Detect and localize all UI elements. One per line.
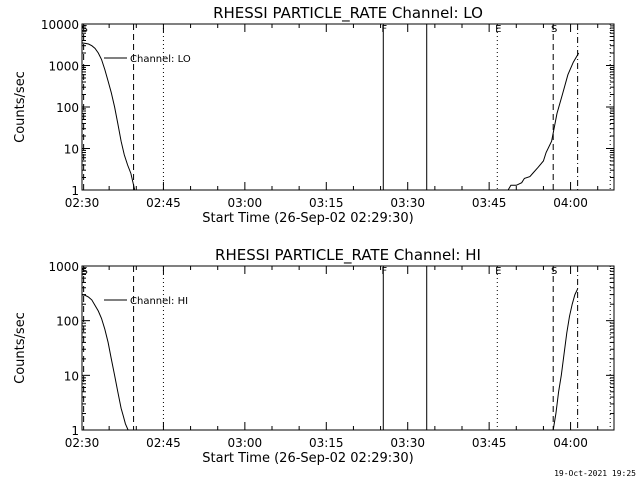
x-tick-label: 02:45 — [146, 436, 181, 450]
x-tick-label: 03:45 — [472, 196, 507, 210]
x-axis-label: Start Time (26-Sep-02 02:29:30) — [202, 451, 413, 466]
chart-title: RHESSI PARTICLE_RATE Channel: HI — [215, 246, 481, 265]
y-tick-label: 100 — [56, 101, 79, 115]
y-tick-label: 1000 — [48, 260, 79, 274]
x-tick-label: 03:30 — [390, 436, 425, 450]
y-axis-label: Counts/sec — [13, 71, 28, 143]
legend-label: Channel: HI — [130, 296, 188, 307]
x-tick-label: 03:15 — [309, 436, 344, 450]
x-tick-label: 02:30 — [65, 196, 100, 210]
event-marker-label: F — [381, 24, 387, 35]
legend-label: Channel: LO — [130, 54, 191, 65]
chart-title: RHESSI PARTICLE_RATE Channel: LO — [213, 4, 483, 23]
lo-channel-panel: RHESSI PARTICLE_RATE Channel: LO 1 10 100 10… — [13, 4, 615, 226]
data-series-segment-2 — [552, 288, 579, 431]
x-tick-label: 02:30 — [65, 436, 100, 450]
x-tick-label: 03:00 — [228, 196, 263, 210]
x-tick-label: 03:15 — [309, 196, 344, 210]
x-tick-label: 04:00 — [553, 436, 588, 450]
event-marker-label: S — [81, 266, 87, 277]
y-tick-label: 1000 — [48, 60, 79, 74]
y-tick-label: 1 — [71, 424, 79, 438]
event-marker-label: S — [551, 24, 557, 35]
plot-frame — [81, 265, 615, 431]
y-axis-label: Counts/sec — [13, 312, 28, 384]
y-tick-label: 100 — [56, 315, 79, 329]
x-axis-label: Start Time (26-Sep-02 02:29:30) — [202, 211, 413, 226]
plot-frame — [81, 23, 615, 191]
x-tick-label: 03:45 — [472, 436, 507, 450]
hi-channel-panel: RHESSI PARTICLE_RATE Channel: HI 1 10 100 10… — [13, 246, 615, 466]
event-marker-label: S — [551, 266, 557, 277]
data-series-segment-2 — [507, 52, 580, 191]
x-tick-label: 03:00 — [228, 436, 263, 450]
y-tick-label: 10000 — [41, 18, 79, 32]
footer-timestamp: 19-Oct-2021 19:25 — [554, 469, 636, 478]
event-marker-label: E — [495, 24, 501, 35]
x-tick-label: 02:45 — [146, 196, 181, 210]
event-marker-label: E — [495, 266, 501, 277]
y-tick-label: 10 — [64, 143, 79, 157]
y-tick-label: 1 — [71, 184, 79, 198]
data-series-segment-1 — [81, 294, 129, 431]
x-tick-label: 03:30 — [390, 196, 425, 210]
event-marker-label: S — [81, 24, 87, 35]
x-tick-label: 04:00 — [553, 196, 588, 210]
y-tick-label: 10 — [64, 369, 79, 383]
data-series-segment-1 — [81, 42, 136, 191]
event-marker-label: F — [381, 266, 387, 277]
